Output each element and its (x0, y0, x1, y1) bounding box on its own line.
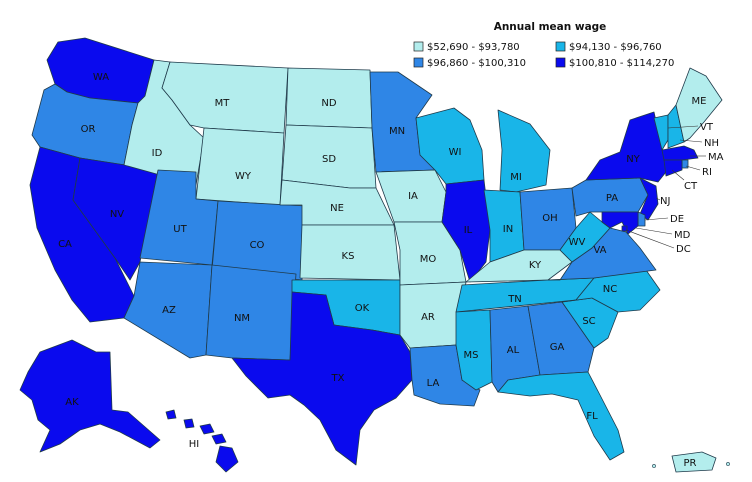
state-ny[interactable] (585, 111, 667, 183)
state-tx[interactable] (231, 291, 413, 466)
state-label-il: IL (464, 225, 473, 236)
pr-island-dot (726, 462, 730, 466)
state-label-id: ID (152, 148, 163, 159)
state-label-wi: WI (449, 147, 462, 158)
state-label-sc: SC (582, 316, 595, 327)
legend-label-bin-2: $96,860 - $100,310 (427, 58, 526, 69)
state-ct[interactable] (663, 159, 683, 177)
label-leaders (625, 125, 706, 249)
state-label-ri: RI (702, 167, 712, 178)
state-wy[interactable] (195, 127, 285, 206)
state-label-nv: NV (110, 209, 124, 220)
state-label-mt: MT (215, 98, 231, 109)
state-ak[interactable] (19, 339, 161, 453)
state-hi[interactable] (165, 409, 239, 473)
state-label-me: ME (692, 96, 707, 107)
state-label-nm: NM (234, 313, 250, 324)
state-label-ok: OK (355, 303, 370, 314)
state-label-fl: FL (586, 411, 598, 422)
state-label-nc: NC (603, 284, 617, 295)
state-fl[interactable] (497, 371, 625, 461)
state-label-ky: KY (529, 260, 542, 271)
legend-label-bin-3: $100,810 - $114,270 (569, 58, 674, 69)
state-labels: WA OR CA NV ID MT WY UT CO AZ NM ND SD N… (58, 72, 724, 469)
state-label-mo: MO (420, 254, 437, 265)
state-label-de: DE (670, 214, 684, 225)
state-label-la: LA (427, 378, 440, 389)
state-label-ms: MS (464, 350, 479, 361)
map-legend: Annual mean wage $52,690 - $93,780 $94,1… (413, 21, 674, 69)
state-label-ak: AK (65, 397, 79, 408)
state-me[interactable] (675, 67, 723, 143)
state-label-ny: NY (626, 154, 640, 165)
state-dc[interactable] (621, 225, 628, 232)
state-label-nd: ND (321, 98, 336, 109)
legend-label-bin-0: $52,690 - $93,780 (427, 42, 520, 53)
state-label-md: MD (674, 230, 691, 241)
state-label-wa: WA (93, 72, 109, 83)
state-label-tx: TX (331, 373, 345, 384)
state-label-vt: VT (700, 122, 714, 133)
state-label-ca: CA (58, 239, 72, 250)
state-label-ks: KS (342, 251, 355, 262)
state-label-wv: WV (569, 237, 586, 248)
pr-island-dot (652, 464, 656, 468)
state-ma[interactable] (661, 145, 699, 161)
state-label-mn: MN (389, 126, 405, 137)
state-label-ia: IA (408, 191, 418, 202)
state-label-pr: PR (684, 458, 697, 469)
state-ri[interactable] (681, 159, 689, 169)
state-pr[interactable] (671, 451, 717, 473)
legend-swatch-bin-3 (555, 57, 566, 68)
legend-swatch-bin-1 (555, 41, 566, 52)
state-label-ga: GA (550, 342, 565, 353)
state-label-az: AZ (162, 305, 176, 316)
state-label-hi: HI (189, 439, 199, 450)
state-label-ar: AR (421, 312, 435, 323)
state-label-va: VA (593, 245, 606, 256)
state-label-sd: SD (322, 154, 336, 165)
state-ga[interactable] (527, 301, 595, 376)
state-label-ma: MA (708, 152, 724, 163)
legend-label-bin-1: $94,130 - $96,760 (569, 42, 662, 53)
state-label-or: OR (81, 124, 96, 135)
legend-swatch-bin-2 (413, 57, 424, 68)
state-label-in: IN (503, 224, 513, 235)
state-label-nh: NH (704, 138, 719, 149)
legend-title: Annual mean wage (494, 21, 607, 33)
state-label-mi: MI (510, 172, 522, 183)
state-nm[interactable] (205, 264, 297, 361)
state-label-oh: OH (542, 213, 557, 224)
state-label-al: AL (507, 345, 520, 356)
state-label-nj: NJ (660, 196, 670, 207)
state-mi[interactable] (497, 109, 551, 193)
state-label-tn: TN (507, 294, 522, 305)
state-label-dc: DC (676, 244, 691, 255)
state-label-wy: WY (235, 171, 252, 182)
state-label-ut: UT (173, 224, 187, 235)
state-label-ne: NE (330, 203, 344, 214)
state-label-co: CO (250, 240, 265, 251)
state-label-pa: PA (606, 193, 618, 204)
legend-swatch-bin-0 (413, 41, 424, 52)
state-label-ct: CT (684, 181, 698, 192)
